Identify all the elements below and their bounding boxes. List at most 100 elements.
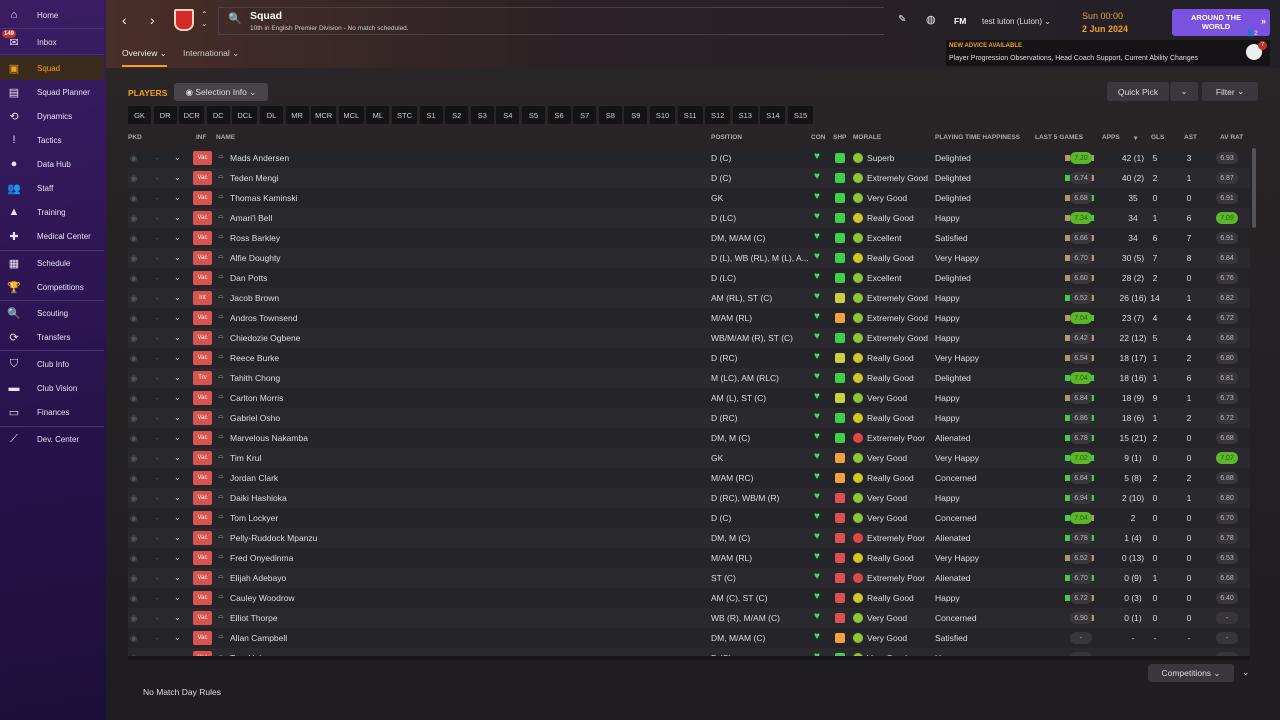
column-header-apps[interactable]: APPS: [1102, 134, 1120, 141]
sort-desc-icon[interactable]: ▾: [1134, 135, 1138, 142]
row-expand-chevron-icon[interactable]: ⌄: [174, 413, 181, 422]
selection-info-button[interactable]: ◉ Selection Info ⌄: [174, 83, 268, 101]
sidebar-item-training[interactable]: ▲ Training: [0, 200, 104, 224]
player-name[interactable]: Thomas Kaminski: [230, 193, 298, 203]
sidebar-item-inbox[interactable]: ✉ Inbox: [0, 30, 104, 54]
row-expand-chevron-icon[interactable]: ⌄: [174, 593, 181, 602]
sidebar-item-medical-center[interactable]: ✚ Medical Center: [0, 224, 104, 248]
player-name[interactable]: Elijah Adebayo: [230, 573, 287, 583]
position-filter-dr[interactable]: DR: [153, 106, 177, 124]
back-button[interactable]: ‹: [122, 12, 127, 28]
position-filter-s12[interactable]: S12: [705, 106, 731, 124]
picked-status-icon[interactable]: ◉: [130, 173, 138, 183]
player-name[interactable]: Marvelous Nakamba: [230, 433, 308, 443]
row-expand-chevron-icon[interactable]: ⌄: [174, 273, 181, 282]
forward-button[interactable]: ›: [150, 12, 155, 28]
position-filter-mcl[interactable]: MCL: [338, 106, 364, 124]
player-name[interactable]: Gabriel Osho: [230, 413, 281, 423]
player-name[interactable]: Fred Onyedinma: [230, 553, 294, 563]
row-expand-chevron-icon[interactable]: ⌄: [174, 153, 181, 162]
position-filter-s1[interactable]: S1: [419, 106, 443, 124]
continue-button[interactable]: AROUND THE WORLD»: [1172, 9, 1270, 36]
player-name[interactable]: Tom Lockyer: [230, 513, 279, 523]
tab-overview[interactable]: Overview ⌄: [122, 48, 167, 67]
position-filter-s13[interactable]: S13: [732, 106, 758, 124]
picked-status-icon[interactable]: ◉: [130, 353, 138, 363]
table-row[interactable]: ◉ - ⌄ Vac ⌓ Alfie Doughty D (L), WB (RL), M (L…: [128, 248, 1250, 268]
position-filter-s9[interactable]: S9: [624, 106, 648, 124]
picked-status-icon[interactable]: ◉: [130, 373, 138, 383]
player-name[interactable]: Jacob Brown: [230, 293, 280, 303]
picked-status-icon[interactable]: ◉: [130, 233, 138, 243]
row-expand-chevron-icon[interactable]: ⌄: [174, 313, 181, 322]
table-scrollbar[interactable]: [1252, 148, 1256, 228]
column-header-con[interactable]: CON: [811, 134, 826, 141]
player-name[interactable]: Carlton Morris: [230, 393, 284, 403]
table-row[interactable]: ◉-⌄Vac⌓Tom HolmesD (C)♥Very GoodHappy---…: [128, 648, 1250, 656]
table-row[interactable]: ◉ - ⌄ Vac ⌓ Tim Krul GK ♥ Very Good Very Happy 7.0…: [128, 448, 1250, 468]
player-name[interactable]: Allan Campbell: [230, 633, 288, 643]
position-filter-s8[interactable]: S8: [598, 106, 622, 124]
sidebar-item-home[interactable]: ⌂ Home: [0, 3, 104, 27]
position-filter-mcr[interactable]: MCR: [311, 106, 337, 124]
table-row[interactable]: ◉ - ⌄ Vac ⌓ Tom Lockyer D (C) ♥ Very Good Concern…: [128, 508, 1250, 528]
sidebar-item-staff[interactable]: 👥 Staff: [0, 176, 104, 200]
globe-icon[interactable]: ◍: [926, 14, 936, 26]
player-name[interactable]: Tim Krul: [230, 453, 262, 463]
club-crest[interactable]: [174, 9, 194, 31]
tab-international[interactable]: International ⌄: [183, 48, 240, 58]
column-header-ast[interactable]: AST: [1184, 134, 1197, 141]
table-row[interactable]: ◉ - ⌄ Vac ⌓ Amari'i Bell D (LC) ♥ Really Good Hap…: [128, 208, 1250, 228]
position-filter-stc[interactable]: STC: [392, 106, 417, 124]
position-filter-s15[interactable]: S15: [788, 106, 813, 124]
table-row[interactable]: ◉ - ⌄ Vac ⌓ Andros Townsend M/AM (RL) ♥ Extremel…: [128, 308, 1250, 328]
column-header-name[interactable]: NAME: [216, 134, 236, 141]
picked-status-icon[interactable]: ◉: [130, 153, 138, 163]
row-expand-chevron-icon[interactable]: ⌄: [174, 533, 181, 542]
position-filter-s14[interactable]: S14: [760, 106, 786, 124]
sidebar-item-squad[interactable]: ▣ Squad: [0, 56, 104, 80]
picked-status-icon[interactable]: ◉: [130, 253, 138, 263]
picked-status-icon[interactable]: ◉: [130, 633, 138, 643]
row-expand-chevron-icon[interactable]: ⌄: [174, 573, 181, 582]
competitions-button[interactable]: Competitions ⌄: [1148, 664, 1234, 682]
picked-status-icon[interactable]: ◉: [130, 513, 138, 523]
picked-status-icon[interactable]: ◉: [130, 193, 138, 203]
column-header-inf[interactable]: INF: [196, 134, 207, 141]
position-filter-mr[interactable]: MR: [285, 106, 309, 124]
player-name[interactable]: Alfie Doughty: [230, 253, 281, 263]
picked-status-icon[interactable]: ◉: [130, 333, 138, 343]
row-expand-chevron-icon[interactable]: ⌄: [174, 613, 181, 622]
table-row[interactable]: ◉ - ⌄ Int ⌓ Jacob Brown AM (RL), ST (C) ♥ Extrem…: [128, 288, 1250, 308]
picked-status-icon[interactable]: ◉: [130, 313, 138, 323]
row-expand-chevron-icon[interactable]: ⌄: [174, 473, 181, 482]
player-name[interactable]: Pelly-Ruddock Mpanzu: [230, 533, 318, 543]
row-expand-chevron-icon[interactable]: ⌄: [174, 373, 181, 382]
sidebar-item-schedule[interactable]: ▦ Schedule: [0, 251, 104, 275]
picked-status-icon[interactable]: ◉: [130, 433, 138, 443]
row-expand-chevron-icon[interactable]: ⌄: [174, 333, 181, 342]
sidebar-item-scouting[interactable]: 🔍 Scouting: [0, 301, 104, 325]
sidebar-item-dev-center[interactable]: ⟋ Dev. Center: [0, 427, 104, 451]
table-row[interactable]: ◉ - ⌄ Vac ⌓ Carlton Morris AM (L), ST (C) ♥ Very…: [128, 388, 1250, 408]
table-row[interactable]: ◉ - ⌄ Vac ⌓ Pelly-Ruddock Mpanzu DM, M (C) ♥ Ext…: [128, 528, 1250, 548]
edit-icon[interactable]: ✎: [898, 14, 907, 25]
position-filter-s3[interactable]: S3: [470, 106, 494, 124]
table-row[interactable]: ◉ - ⌄ Vac ⌓ Cauley Woodrow AM (C), ST (C) ♥ Real…: [128, 588, 1250, 608]
player-name[interactable]: Mads Andersen: [230, 153, 290, 163]
position-filter-s2[interactable]: S2: [445, 106, 469, 124]
player-name[interactable]: Daiki Hashioka: [230, 493, 287, 503]
column-header-pth[interactable]: PLAYING TIME HAPPINESS: [935, 134, 1020, 141]
sidebar-item-competitions[interactable]: 🏆 Competitions: [0, 275, 104, 299]
column-header-last5[interactable]: LAST 5 GAMES: [1035, 134, 1084, 141]
sidebar-item-data-hub[interactable]: ● Data Hub: [0, 152, 104, 176]
table-row[interactable]: ◉ - ⌄ Vac ⌓ Reece Burke D (RC) ♥ Really Good Very…: [128, 348, 1250, 368]
position-filter-dc[interactable]: DC: [206, 106, 230, 124]
picked-status-icon[interactable]: ◉: [130, 493, 138, 503]
row-expand-chevron-icon[interactable]: ⌄: [174, 193, 181, 202]
player-name[interactable]: Ross Barkley: [230, 233, 281, 243]
position-filter-s11[interactable]: S11: [677, 106, 703, 124]
position-filter-s4[interactable]: S4: [496, 106, 520, 124]
player-name[interactable]: Elliot Thorpe: [230, 613, 278, 623]
row-expand-chevron-icon[interactable]: ⌄: [174, 293, 181, 302]
